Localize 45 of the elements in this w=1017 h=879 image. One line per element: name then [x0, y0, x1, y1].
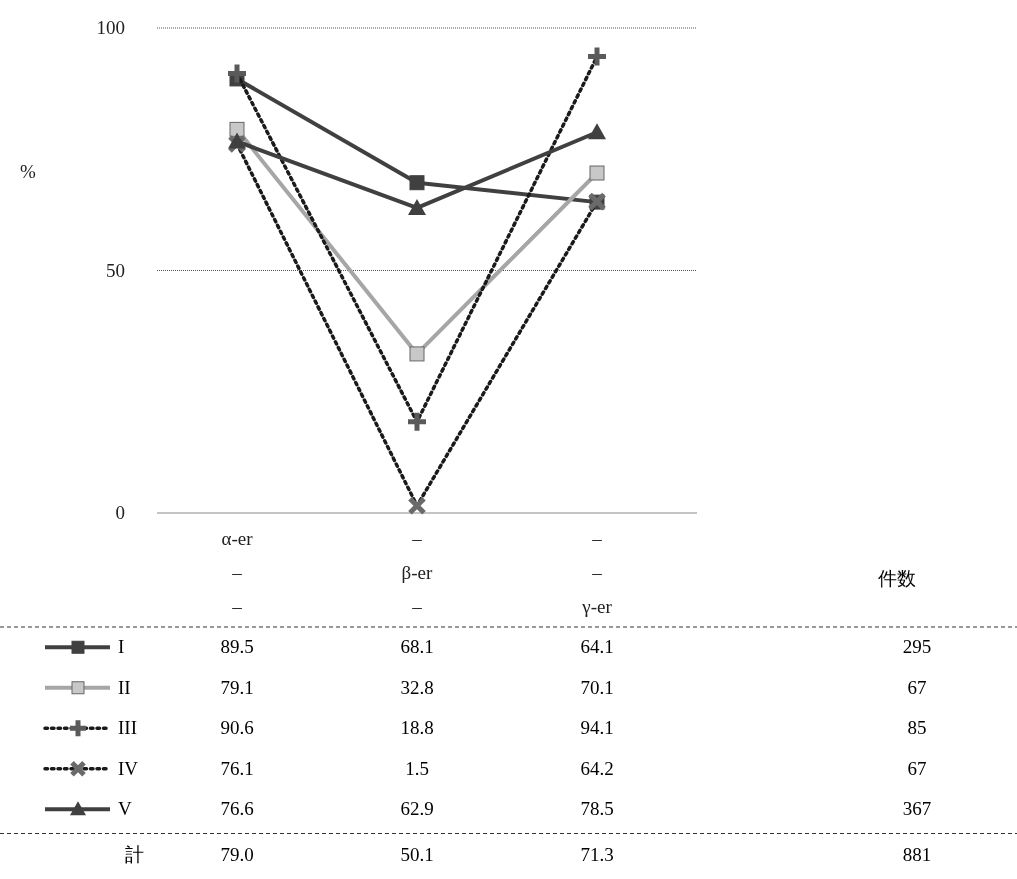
data-label: 64.2	[580, 757, 614, 779]
legend-label: IV	[118, 757, 139, 779]
data-label: 90.6	[220, 717, 254, 739]
y-tick-label: 50	[106, 259, 125, 281]
legend-label: II	[118, 676, 131, 698]
data-label: 94.1	[580, 717, 614, 739]
text: 85	[907, 717, 927, 739]
data-label: 1.5	[405, 757, 429, 779]
text: 367	[902, 798, 932, 820]
data-label: 76.6	[220, 798, 254, 820]
x-tick-label: – β-er –	[401, 528, 434, 617]
point	[409, 175, 425, 191]
text: 件数	[878, 568, 916, 589]
point	[409, 346, 425, 362]
x-tick-label: α-er – –	[221, 528, 254, 617]
text: 295	[902, 636, 932, 658]
text: 計	[125, 843, 144, 865]
y-tick-label: 100	[96, 17, 125, 38]
point	[588, 123, 606, 140]
point	[408, 198, 426, 215]
text: 67	[907, 676, 927, 698]
data-label: 68.1	[400, 636, 434, 658]
text: 50.1	[400, 843, 434, 865]
y-tick-label: 0	[115, 502, 125, 523]
data-label: 18.8	[400, 717, 434, 739]
point	[589, 165, 605, 181]
x-tick-label: – – γ-er	[581, 528, 613, 617]
data-label: 89.5	[220, 636, 254, 658]
point	[228, 132, 246, 149]
data-label: 78.5	[580, 798, 614, 820]
text: 71.3	[580, 843, 614, 865]
data-label: 62.9	[400, 798, 434, 820]
data-label: 70.1	[580, 676, 614, 698]
legend-label: I	[118, 636, 125, 658]
data-label: 64.1	[580, 636, 614, 658]
text: 67	[907, 757, 927, 779]
legend-label: III	[118, 717, 137, 739]
data-label: 76.1	[220, 757, 254, 779]
text: 881	[902, 843, 932, 865]
data-label: 32.8	[400, 676, 434, 698]
data-label: 79.1	[220, 676, 254, 698]
point	[229, 121, 245, 137]
legend-label: V	[118, 798, 132, 820]
text: 79.0	[220, 843, 254, 865]
y-axis-title: %	[20, 161, 36, 182]
